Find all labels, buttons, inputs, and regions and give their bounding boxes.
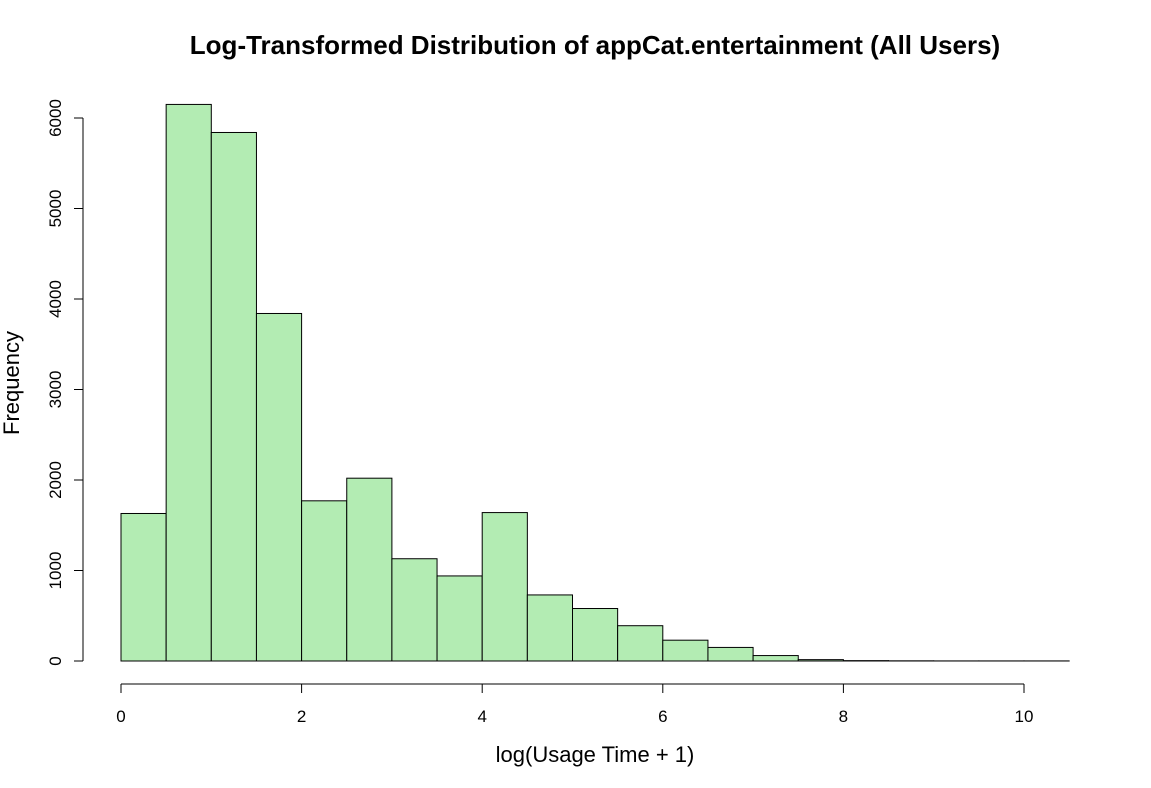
- histogram-bar-8: [481, 512, 528, 662]
- y-tick-label-5: 5000: [46, 190, 65, 228]
- histogram-bar-12: [662, 639, 709, 662]
- y-tick-label-4: 4000: [46, 280, 65, 318]
- y-axis: 0 1000 2000 3000 4000 5000 6000: [46, 99, 84, 666]
- histogram-bar-11: [617, 625, 664, 662]
- y-tick-label-1: 1000: [46, 552, 65, 590]
- x-tick-label-2: 4: [477, 707, 486, 726]
- histogram-bar-13: [707, 646, 754, 662]
- histogram-bar-0: [120, 512, 167, 662]
- histogram-bar-14: [752, 655, 799, 662]
- y-tick-label-6: 6000: [46, 99, 65, 137]
- x-tick-label-0: 0: [116, 707, 125, 726]
- y-tick-label-0: 0: [46, 656, 65, 665]
- histogram-bar-6: [391, 558, 438, 662]
- x-axis: 0 2 4 6 8 10: [116, 683, 1034, 726]
- histogram-bar-1: [165, 103, 212, 662]
- histogram-bar-4: [301, 500, 348, 662]
- y-axis-label: Frequency: [0, 331, 24, 435]
- histogram-bar-15: [797, 659, 844, 662]
- histogram-bar-10: [572, 608, 619, 662]
- bars-group: [120, 103, 1070, 662]
- x-tick-label-3: 6: [658, 707, 667, 726]
- y-tick-label-3: 3000: [46, 371, 65, 409]
- chart-title: Log-Transformed Distribution of appCat.e…: [190, 30, 1000, 60]
- histogram-bar-7: [436, 575, 483, 662]
- x-tick-label-5: 10: [1015, 707, 1034, 726]
- histogram-bar-2: [210, 131, 257, 662]
- y-tick-label-2: 2000: [46, 461, 65, 499]
- histogram-bar-9: [526, 594, 573, 662]
- x-tick-label-1: 2: [297, 707, 306, 726]
- histogram-bar-3: [255, 312, 303, 662]
- x-tick-label-4: 8: [839, 707, 848, 726]
- x-axis-label: log(Usage Time + 1): [496, 742, 695, 767]
- histogram-bar-5: [346, 477, 393, 662]
